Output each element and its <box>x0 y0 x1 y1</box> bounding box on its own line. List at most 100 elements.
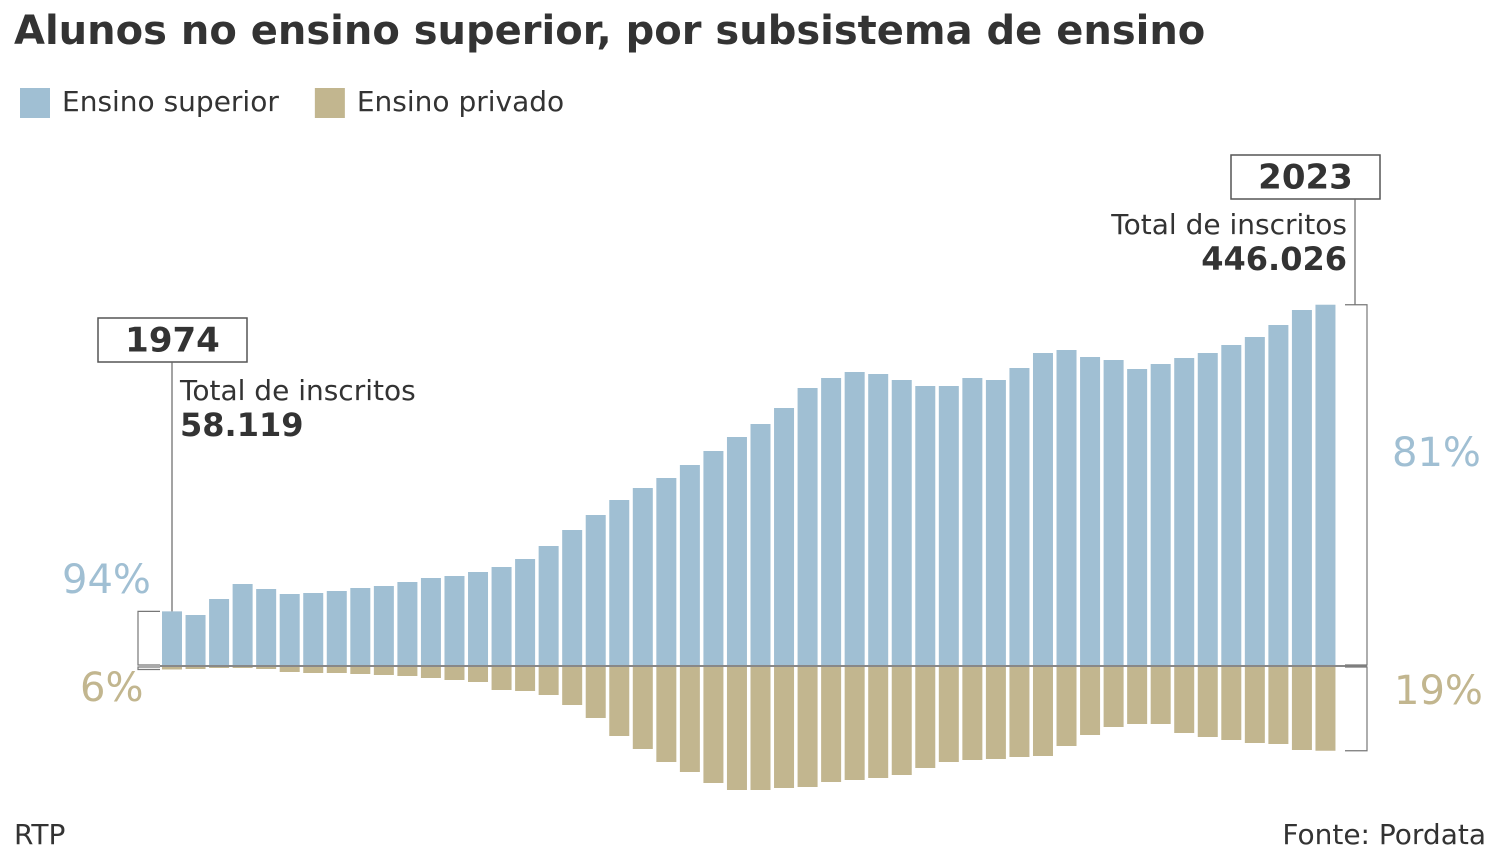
bar-public <box>1080 357 1101 666</box>
bar-private <box>350 666 371 674</box>
bar-public <box>515 559 536 666</box>
bracket-bottom <box>1345 666 1368 752</box>
bar-private <box>162 666 182 670</box>
bar-private <box>420 666 441 678</box>
bar-public <box>185 615 206 666</box>
bar-public <box>726 437 747 666</box>
bar-public <box>703 451 724 666</box>
bar-private <box>1056 666 1077 746</box>
bar-public <box>1244 337 1265 666</box>
bar-private <box>985 666 1006 759</box>
legend-label: Ensino superior <box>62 85 279 118</box>
bar-public <box>985 380 1006 666</box>
bar-public <box>397 582 418 666</box>
bar-public <box>279 594 300 666</box>
bar-public <box>562 530 583 666</box>
bar-public <box>656 478 677 666</box>
legend-label: Ensino privado <box>357 85 564 118</box>
year-box <box>97 317 248 363</box>
bar-public <box>1150 364 1171 666</box>
bar-public <box>750 424 771 666</box>
bar-public <box>350 588 371 666</box>
year-label: 2023 <box>1258 158 1353 198</box>
bar-private <box>891 666 912 775</box>
bar-public <box>303 593 324 666</box>
bar-public <box>1056 350 1077 666</box>
bar-private <box>1268 666 1289 744</box>
bar-public <box>326 591 347 666</box>
bar-public <box>585 515 606 666</box>
legend-swatch <box>314 88 345 118</box>
bar-private <box>373 666 394 675</box>
bar-private <box>256 666 277 669</box>
bar-public <box>1197 353 1218 666</box>
bar-private <box>1174 666 1195 733</box>
bar-private <box>632 666 653 749</box>
share-bottom: 6% <box>80 665 143 711</box>
bar-private <box>750 666 771 790</box>
bar-private <box>1127 666 1148 724</box>
bar-public <box>373 586 394 666</box>
bar-public <box>962 378 983 666</box>
bar-public <box>1174 358 1195 666</box>
year-box <box>1230 154 1381 200</box>
bar-public <box>468 572 489 666</box>
bar-private <box>1150 666 1171 724</box>
bar-public <box>162 611 182 666</box>
bar-private <box>562 666 583 705</box>
bracket-top <box>137 610 160 666</box>
source-left: RTP <box>14 818 65 851</box>
bar-private <box>1244 666 1265 743</box>
bar-public <box>891 380 912 666</box>
bar-private <box>915 666 936 768</box>
source-right: Fonte: Pordata <box>1282 818 1486 851</box>
bar-public <box>797 388 818 666</box>
bar-private <box>1315 666 1336 751</box>
bar-private <box>844 666 865 780</box>
bar-private <box>444 666 465 680</box>
bar-public <box>420 578 441 666</box>
bar-private <box>1103 666 1124 727</box>
bar-public <box>1127 369 1148 666</box>
bar-public <box>1315 304 1336 666</box>
bar-public <box>679 465 700 666</box>
bar-public <box>1032 353 1053 666</box>
bar-private <box>726 666 747 790</box>
bar-private <box>821 666 842 782</box>
bar-public <box>774 408 795 666</box>
bar-private <box>962 666 983 760</box>
bar-public <box>538 546 559 666</box>
bracket-bottom <box>137 666 160 671</box>
bar-public <box>209 599 230 666</box>
bar-private <box>609 666 630 736</box>
share-top: 94% <box>62 557 151 603</box>
bar-private <box>303 666 324 673</box>
share-bottom: 19% <box>1394 668 1483 714</box>
bar-public <box>1221 345 1242 666</box>
bar-public <box>938 386 959 666</box>
annotation-total: 446.026 <box>1201 240 1347 278</box>
bar-private <box>538 666 559 695</box>
bar-private <box>185 666 206 669</box>
bar-private <box>656 666 677 762</box>
year-label: 1974 <box>125 321 220 361</box>
bar-public <box>1103 360 1124 666</box>
bar-private <box>868 666 889 778</box>
bar-private <box>491 666 512 690</box>
bar-public <box>232 584 253 666</box>
bar-private <box>797 666 818 787</box>
bar-private <box>279 666 300 672</box>
bar-public <box>256 589 277 666</box>
bar-public <box>444 576 465 666</box>
annotation-text: Total de inscritos <box>179 374 416 407</box>
bar-private <box>1080 666 1101 735</box>
bar-public <box>821 378 842 666</box>
bar-public <box>609 500 630 666</box>
chart-title: Alunos no ensino superior, por subsistem… <box>14 8 1205 54</box>
bar-public <box>632 488 653 666</box>
bar-private <box>326 666 347 673</box>
bracket-top <box>1345 304 1368 666</box>
bar-private <box>1197 666 1218 737</box>
bar-public <box>1009 368 1030 666</box>
